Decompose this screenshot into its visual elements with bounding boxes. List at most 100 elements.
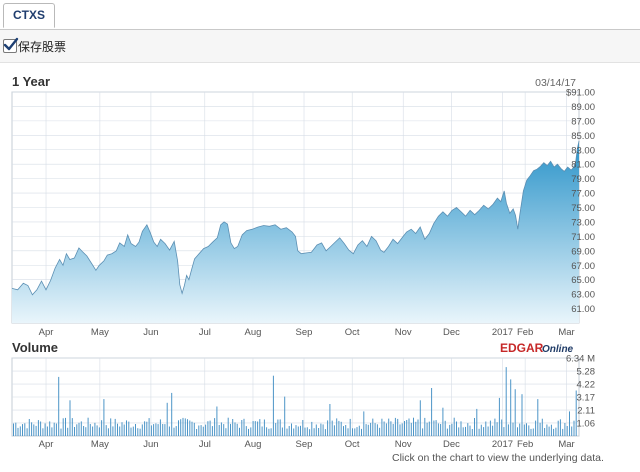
price-tick-label: 61.00 <box>571 304 595 315</box>
volume-bar <box>564 423 566 436</box>
volume-bar <box>431 388 433 436</box>
price-x-tick-label: Sep <box>296 327 313 338</box>
volume-bar <box>49 421 51 436</box>
volume-bar <box>478 428 480 436</box>
volume-bar <box>408 418 410 436</box>
volume-tick-label: 6.34 M <box>566 354 595 365</box>
volume-bar <box>44 423 46 436</box>
volume-bar <box>300 425 301 436</box>
volume-bar <box>530 428 532 436</box>
price-area <box>12 141 579 323</box>
volume-bar <box>105 425 107 436</box>
volume-bar <box>254 421 256 436</box>
volume-bar <box>462 427 464 436</box>
volume-bar <box>51 427 53 436</box>
volume-tick-label: 4.22 <box>577 380 596 391</box>
volume-bar <box>166 402 168 436</box>
volume-bar <box>496 422 498 436</box>
volume-bar <box>243 418 245 436</box>
volume-bar <box>320 423 322 436</box>
volume-bar <box>338 420 340 436</box>
volume-bar <box>266 427 268 436</box>
volume-bar <box>422 428 424 436</box>
volume-x-tick-label: Oct <box>345 439 360 450</box>
chart-footnote[interactable]: Click on the chart to view the underlyin… <box>392 452 604 464</box>
volume-bar <box>526 423 527 436</box>
volume-bar <box>286 428 288 436</box>
volume-bar <box>483 427 485 436</box>
volume-bar <box>304 427 306 436</box>
volume-bar <box>428 421 430 436</box>
volume-bar <box>17 427 19 436</box>
volume-bar <box>279 419 281 436</box>
tab-ctxs[interactable]: CTXS <box>3 3 55 28</box>
volume-bar <box>523 424 525 436</box>
volume-bar <box>505 367 507 436</box>
volume-bar <box>471 429 473 436</box>
volume-bar <box>78 422 80 436</box>
volume-bar <box>281 427 283 436</box>
volume-bar <box>324 429 326 436</box>
logo-text-online: Online <box>542 344 574 355</box>
volume-bar <box>419 400 421 436</box>
volume-bar <box>76 424 78 436</box>
volume-bar <box>340 421 342 436</box>
volume-bar <box>311 421 313 436</box>
volume-bar <box>55 423 57 436</box>
volume-bar <box>284 396 286 436</box>
volume-bar <box>372 418 374 436</box>
price-tick-label: 81.00 <box>571 160 595 171</box>
volume-tick-label: 1.06 <box>577 418 596 429</box>
volume-bar <box>512 422 514 436</box>
volume-bar <box>306 427 308 436</box>
volume-x-tick-label: Jul <box>199 439 211 450</box>
volume-bar <box>26 428 28 436</box>
volume-x-axis: Apr May Jun Jul Aug Sep Oct Nov Dec 2017 Feb Mar <box>39 439 575 450</box>
volume-bar <box>456 421 457 436</box>
price-tick-label: 73.00 <box>571 217 595 228</box>
volume-bar <box>313 428 315 436</box>
volume-bar <box>291 423 292 436</box>
volume-bar <box>485 421 487 436</box>
volume-bar <box>474 418 475 436</box>
volume-bar <box>24 423 26 436</box>
volume-bar <box>487 426 489 436</box>
volume-bar <box>107 428 109 436</box>
volume-bar <box>128 421 130 436</box>
volume-bar <box>277 419 279 436</box>
volume-bar <box>15 422 17 436</box>
volume-bar <box>139 428 141 436</box>
volume-bar <box>236 423 238 436</box>
volume-bar <box>417 419 419 436</box>
stock-chart[interactable]: 1 Year 03/14/17 $91.00 89.00 87.00 85.00 83.… <box>8 68 598 468</box>
volume-bar <box>343 426 344 436</box>
volume-bar <box>413 417 414 436</box>
volume-bar <box>35 425 37 436</box>
volume-bar <box>575 390 577 436</box>
volume-bar <box>71 418 73 436</box>
volume-bar <box>232 419 234 436</box>
price-x-tick-label: Dec <box>443 327 460 338</box>
volume-bar <box>503 427 505 436</box>
volume-bar <box>569 411 570 436</box>
volume-bar <box>234 422 236 436</box>
volume-bar <box>132 426 134 436</box>
edgar-online-logo: EDGAR Online <box>500 341 574 355</box>
price-line <box>11 141 580 296</box>
volume-bar <box>13 423 14 436</box>
volume-bar <box>157 424 159 436</box>
volume-bar <box>361 428 362 436</box>
volume-tick-label: 5.28 <box>577 367 596 378</box>
volume-bar <box>214 418 216 436</box>
save-stock-row: 保存股票 <box>0 30 640 63</box>
volume-bar <box>548 426 550 436</box>
volume-tick-label: 2.11 <box>577 406 595 417</box>
chart-canvas[interactable]: 1 Year 03/14/17 $91.00 89.00 87.00 85.00 83.… <box>8 68 598 452</box>
volume-y-axis: 6.34 M 5.28 4.22 3.17 2.111.06 <box>566 354 595 430</box>
volume-bar <box>239 427 240 436</box>
save-stock-checkbox[interactable] <box>3 37 19 53</box>
volume-x-tick-label: Apr <box>39 439 54 450</box>
volume-bar <box>248 428 249 436</box>
volume-bar <box>399 424 401 436</box>
volume-bar <box>148 418 150 436</box>
